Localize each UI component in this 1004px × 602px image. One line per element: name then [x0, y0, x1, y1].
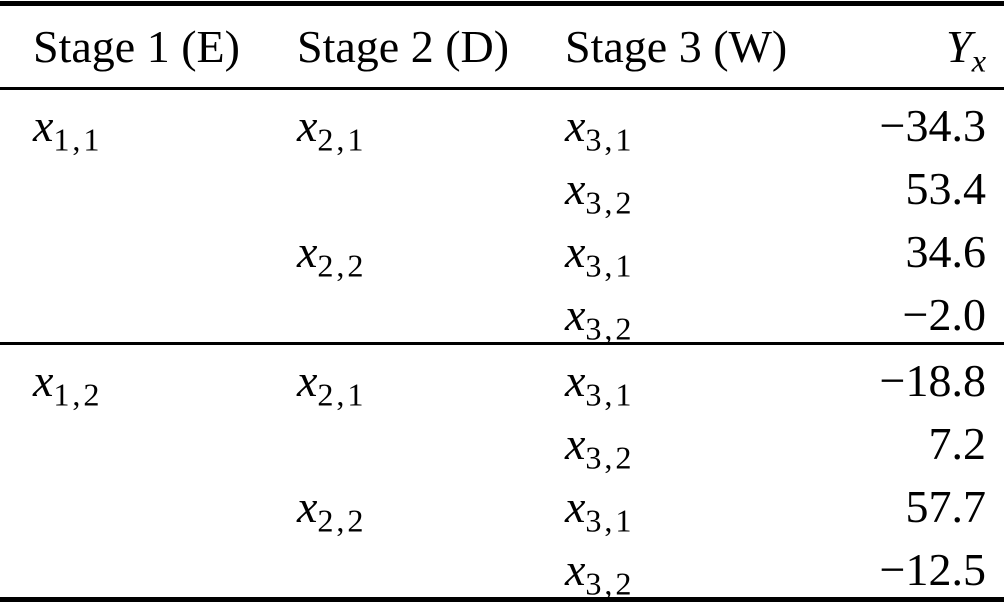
header-rule — [0, 87, 1004, 90]
cell-value: 57.7 — [905, 481, 987, 532]
cell-stage2: x2,2 — [297, 480, 565, 537]
variable-subscript: 3,2 — [585, 310, 635, 347]
cell-stage2: x2,2 — [297, 225, 565, 282]
table-row: x3,2 −12.5 — [0, 534, 1004, 600]
cell-stage2: x2,1 — [297, 354, 565, 411]
variable-subscript: 2,2 — [317, 247, 367, 284]
variable-subscript: 1,2 — [53, 376, 103, 413]
variable-base: x — [565, 163, 586, 214]
variable-base: x — [565, 289, 586, 340]
variable-base: x — [565, 544, 586, 595]
cell-stage2: x2,1 — [297, 99, 565, 156]
header-stage-1: Stage 1 (E) — [33, 21, 240, 72]
variable-subscript: 3,2 — [585, 565, 635, 602]
variable-subscript: 3,2 — [585, 184, 635, 221]
table-row: x3,2 53.4 — [0, 153, 1004, 219]
header-stage-3: Stage 3 (W) — [565, 21, 788, 72]
variable-base: x — [565, 481, 586, 532]
variable-subscript: 2,2 — [317, 502, 367, 539]
cell-stage1: x1,2 — [0, 354, 297, 411]
table-row: x2,2 x3,1 57.7 — [0, 471, 1004, 537]
table-row: x3,2 −2.0 — [0, 279, 1004, 345]
variable-subscript: 3,2 — [585, 439, 635, 476]
variable-base: x — [297, 481, 318, 532]
variable-base: x — [33, 100, 54, 151]
table-row: x2,2 x3,1 34.6 — [0, 216, 1004, 282]
bottom-rule — [0, 597, 1004, 602]
cell-value: −2.0 — [902, 289, 986, 340]
cell-value: 53.4 — [905, 163, 987, 214]
yx-subscript: x — [971, 42, 986, 79]
variable-subscript: 2,1 — [317, 121, 367, 158]
cell-stage3: x3,1 — [565, 225, 797, 282]
cell-value: −34.3 — [879, 100, 986, 151]
cell-stage3: x3,2 — [565, 288, 797, 345]
table-row: x1,2 x2,1 x3,1 −18.8 — [0, 345, 1004, 411]
variable-base: x — [565, 418, 586, 469]
cell-value: 34.6 — [905, 226, 987, 277]
header-yx: Yx — [797, 20, 1004, 77]
variable-subscript: 1,1 — [53, 121, 103, 158]
yx-base: Y — [946, 21, 972, 72]
variable-base: x — [297, 100, 318, 151]
table-group-2: x1,2 x2,1 x3,1 −18.8 x3,2 7.2 x2,2 x3,1 57.7 x3,2… — [0, 345, 1004, 600]
cell-stage1: x1,1 — [0, 99, 297, 156]
cell-value: −12.5 — [879, 544, 986, 595]
variable-base: x — [565, 226, 586, 277]
cell-stage3: x3,1 — [565, 99, 797, 156]
cell-value: 7.2 — [928, 418, 987, 469]
variable-subscript: 3,1 — [585, 121, 635, 158]
mid-rule — [0, 342, 1004, 345]
variable-subscript: 3,1 — [585, 376, 635, 413]
variable-base: x — [297, 355, 318, 406]
variable-subscript: 3,1 — [585, 502, 635, 539]
variable-subscript: 2,1 — [317, 376, 367, 413]
cell-stage3: x3,1 — [565, 480, 797, 537]
header-stage-2: Stage 2 (D) — [297, 21, 510, 72]
table-row: x1,1 x2,1 x3,1 −34.3 — [0, 90, 1004, 156]
table-group-1: x1,1 x2,1 x3,1 −34.3 x3,2 53.4 x2,2 x3,1 34.6 x3,… — [0, 90, 1004, 345]
variable-base: x — [565, 355, 586, 406]
cell-stage3: x3,2 — [565, 417, 797, 474]
table-row: x3,2 7.2 — [0, 408, 1004, 474]
variable-base: x — [33, 355, 54, 406]
cell-stage3: x3,1 — [565, 354, 797, 411]
table-body: x1,1 x2,1 x3,1 −34.3 x3,2 53.4 x2,2 x3,1 34.6 x3,… — [0, 90, 1004, 600]
variable-base: x — [297, 226, 318, 277]
cell-stage3: x3,2 — [565, 162, 797, 219]
cell-value: −18.8 — [879, 355, 986, 406]
cell-stage3: x3,2 — [565, 543, 797, 600]
top-rule — [0, 1, 1004, 6]
table-header-row: Stage 1 (E) Stage 2 (D) Stage 3 (W) Yx — [0, 6, 1004, 87]
variable-base: x — [565, 100, 586, 151]
variable-subscript: 3,1 — [585, 247, 635, 284]
